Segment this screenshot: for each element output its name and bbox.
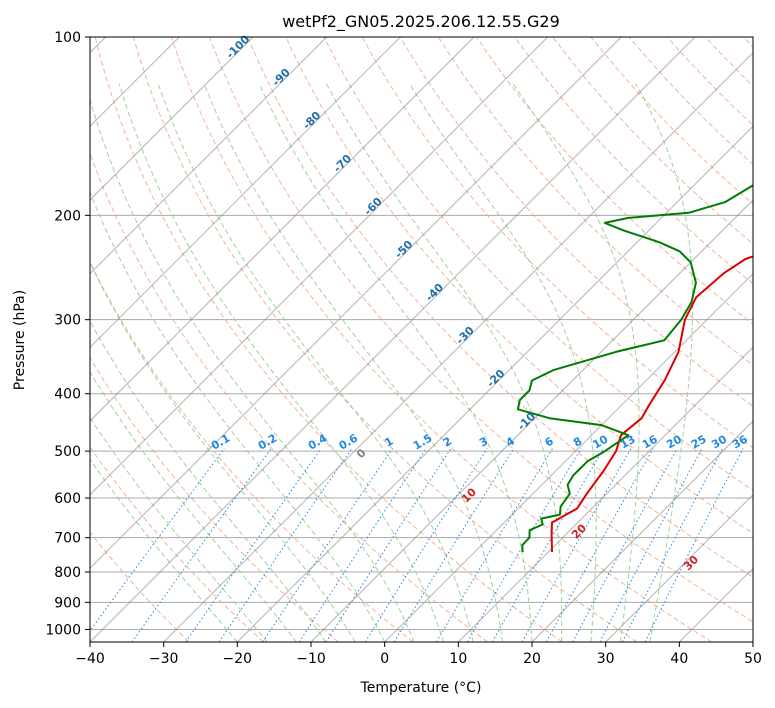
mixing-ratio-line (185, 448, 322, 642)
mixing-ratio-line (393, 448, 515, 642)
moist-adiabat (90, 458, 238, 642)
moist-adiabat (258, 83, 533, 642)
moist-adiabat (90, 416, 268, 642)
x-tick-label: −30 (149, 651, 179, 667)
x-tick-label: −10 (296, 651, 326, 667)
y-tick-label: 500 (54, 444, 81, 460)
moist-adiabat (90, 370, 297, 642)
x-tick-label: 0 (380, 651, 389, 667)
y-tick-label: 900 (54, 595, 81, 611)
dry-adiabat (132, 37, 638, 642)
profile-lines (516, 184, 753, 553)
axes: −40 −30 −20 −10 0 10 20 30 40 50 100 200 300 400 500 60… (45, 30, 762, 667)
y-tick-label: 800 (54, 565, 81, 581)
y-tick-label: 200 (54, 208, 81, 224)
dry-adiabat (552, 37, 753, 245)
x-tick-label: −40 (75, 651, 105, 667)
chart-title: wetPf2_GN05.2025.206.12.55.G29 (282, 12, 560, 32)
y-tick-label: 400 (54, 387, 81, 403)
isotherm-line (90, 37, 254, 201)
mixing-ratio-line (599, 448, 703, 642)
isotherm-line (90, 37, 401, 349)
isotherm-line (457, 346, 753, 642)
dry-adiabat (590, 37, 753, 205)
moist-adiabat (409, 83, 597, 642)
mixing-ratio-line (364, 448, 488, 642)
x-tick-label: 20 (523, 651, 541, 667)
isotherm-line (163, 51, 753, 642)
mixing-ratio-line (621, 448, 723, 642)
x-axis-title: Temperature (°C) (360, 680, 482, 696)
y-tick-label: 300 (54, 313, 81, 329)
isotherm-line (384, 272, 753, 642)
mixing-ratio-line (262, 448, 393, 642)
isotherm-line (90, 37, 622, 570)
background-lines (90, 37, 753, 642)
dry-adiabat (90, 260, 414, 642)
dry-adiabat (437, 37, 753, 366)
dry-adiabat (323, 37, 753, 491)
mixing-ratio-line (491, 448, 605, 642)
moist-adiabat (90, 320, 327, 642)
isotherm-line (310, 199, 753, 642)
dry-adiabat (90, 356, 339, 642)
dry-adiabat (171, 37, 712, 642)
dewpoint-profile (516, 184, 753, 553)
dry-adiabat (94, 37, 563, 642)
mixing-ratio-line (90, 448, 225, 632)
isotherm-line (531, 420, 753, 642)
moist-adiabat (512, 83, 640, 642)
moist-adiabat (157, 83, 474, 642)
moist-adiabat (326, 83, 563, 642)
x-tick-label: 50 (744, 651, 762, 667)
mixing-ratio-line (218, 448, 353, 642)
moist-adiabat (118, 83, 445, 642)
x-tick-label: 10 (449, 651, 467, 667)
moist-adiabat (203, 83, 503, 642)
x-tick-label: −20 (223, 651, 253, 667)
y-tick-label: 600 (54, 491, 81, 507)
y-tick-label: 100 (54, 30, 81, 46)
dry-adiabat (247, 37, 753, 578)
temperature-profile (550, 255, 753, 553)
moist-adiabat (90, 261, 356, 642)
isotherm-line (605, 493, 753, 642)
dry-adiabat (476, 37, 753, 325)
dry-adiabat (399, 37, 753, 407)
isotherm-line (90, 37, 696, 642)
mixing-ratio-line (325, 448, 452, 642)
plot-frame (89, 36, 754, 643)
dry-adiabat (285, 37, 753, 535)
y-tick-label: 1000 (45, 622, 81, 638)
x-tick-label: 30 (597, 651, 615, 667)
y-axis-title: Pressure (hPa) (12, 290, 28, 390)
mixing-ratio-line (467, 448, 582, 642)
mixing-ratio-line (572, 448, 678, 642)
moist-adiabat (90, 97, 415, 642)
mixing-ratio-line (131, 448, 272, 642)
x-tick-label: 40 (670, 651, 688, 667)
isotherm-line (90, 37, 549, 496)
isotherm-line (236, 125, 753, 642)
isotherm-line (90, 37, 328, 275)
mixing-ratio-line (298, 448, 427, 642)
isotherm-line (90, 37, 475, 422)
dry-adiabat (90, 531, 190, 642)
dry-adiabat (209, 37, 753, 623)
y-tick-label: 700 (54, 531, 81, 547)
